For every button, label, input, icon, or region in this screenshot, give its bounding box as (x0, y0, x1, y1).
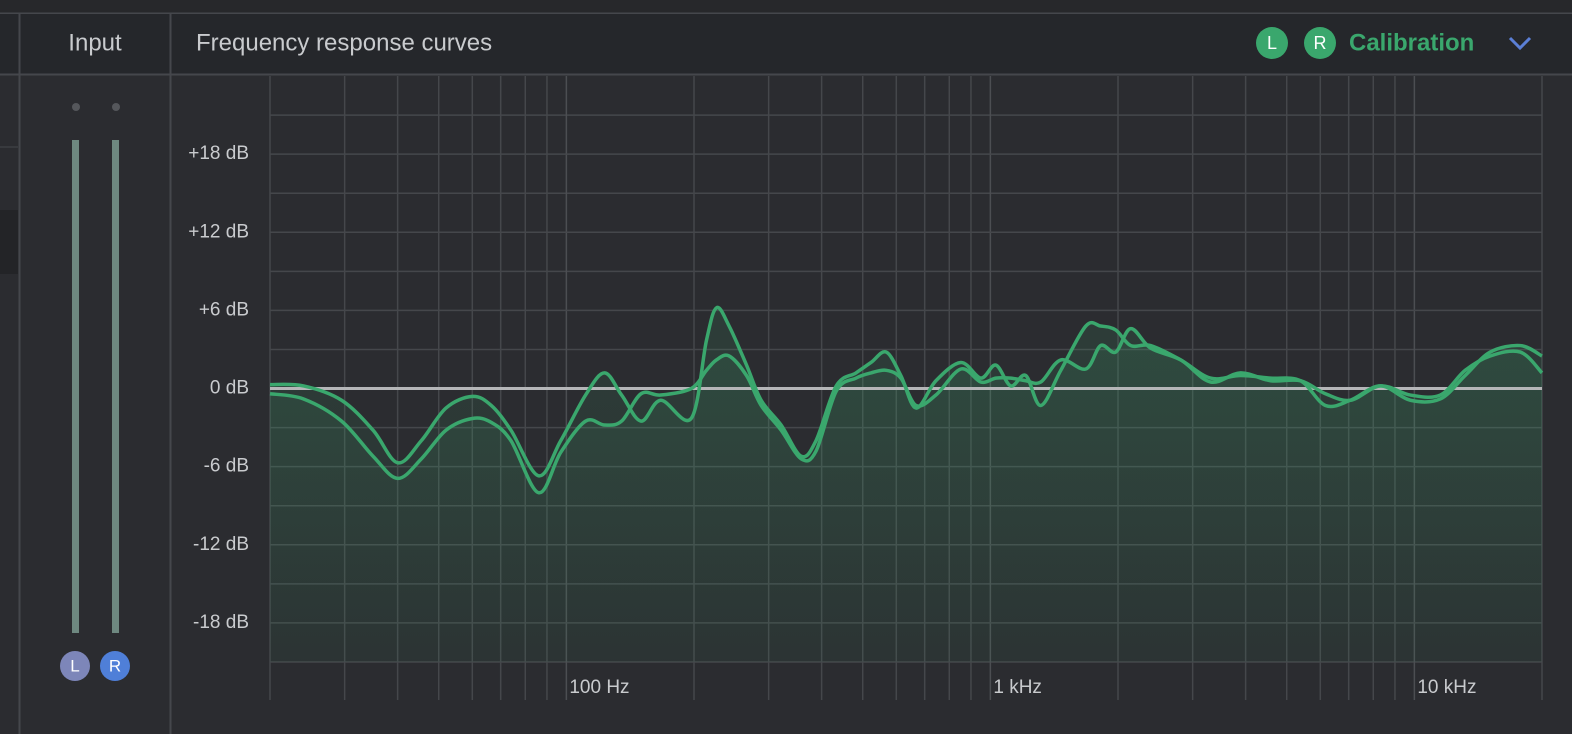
level-meter (112, 140, 119, 633)
dropdown-chevron[interactable] (1508, 36, 1532, 51)
meter-dot (112, 103, 120, 111)
channel-label: L (70, 656, 79, 675)
y-tick-label: 0 dB (210, 378, 249, 399)
legend-swatch[interactable] (1256, 27, 1288, 59)
response-curve (269, 305, 1543, 478)
meter-dot (72, 103, 80, 111)
top-strip (0, 0, 1572, 13)
level-meter (72, 140, 79, 633)
legend-swatch[interactable] (1304, 27, 1336, 59)
channel-button[interactable] (60, 651, 90, 681)
legend-label: R (1314, 33, 1327, 53)
y-tick-label: +12 dB (188, 221, 249, 242)
area-fill (270, 328, 1542, 662)
channel-label: R (109, 656, 121, 675)
x-tick-label: 1 kHz (993, 677, 1042, 698)
area-fills (270, 307, 1542, 662)
channel-button[interactable] (100, 651, 130, 681)
y-tick-label: +18 dB (188, 143, 249, 164)
chart-title: Frequency response curves (196, 29, 492, 56)
y-tick-label: -18 dB (193, 612, 249, 633)
x-tick-label: 100 Hz (569, 677, 629, 698)
x-tick-label: 10 kHz (1417, 677, 1476, 698)
preset-name[interactable]: Calibration (1349, 29, 1474, 56)
y-tick-label: +6 dB (199, 299, 249, 320)
y-tick-label: -6 dB (204, 456, 249, 477)
panel-title: Input (68, 29, 122, 56)
side-tab[interactable] (0, 210, 18, 274)
legend-label: L (1267, 33, 1277, 53)
y-tick-label: -12 dB (193, 534, 249, 555)
response-curve (269, 326, 1544, 495)
